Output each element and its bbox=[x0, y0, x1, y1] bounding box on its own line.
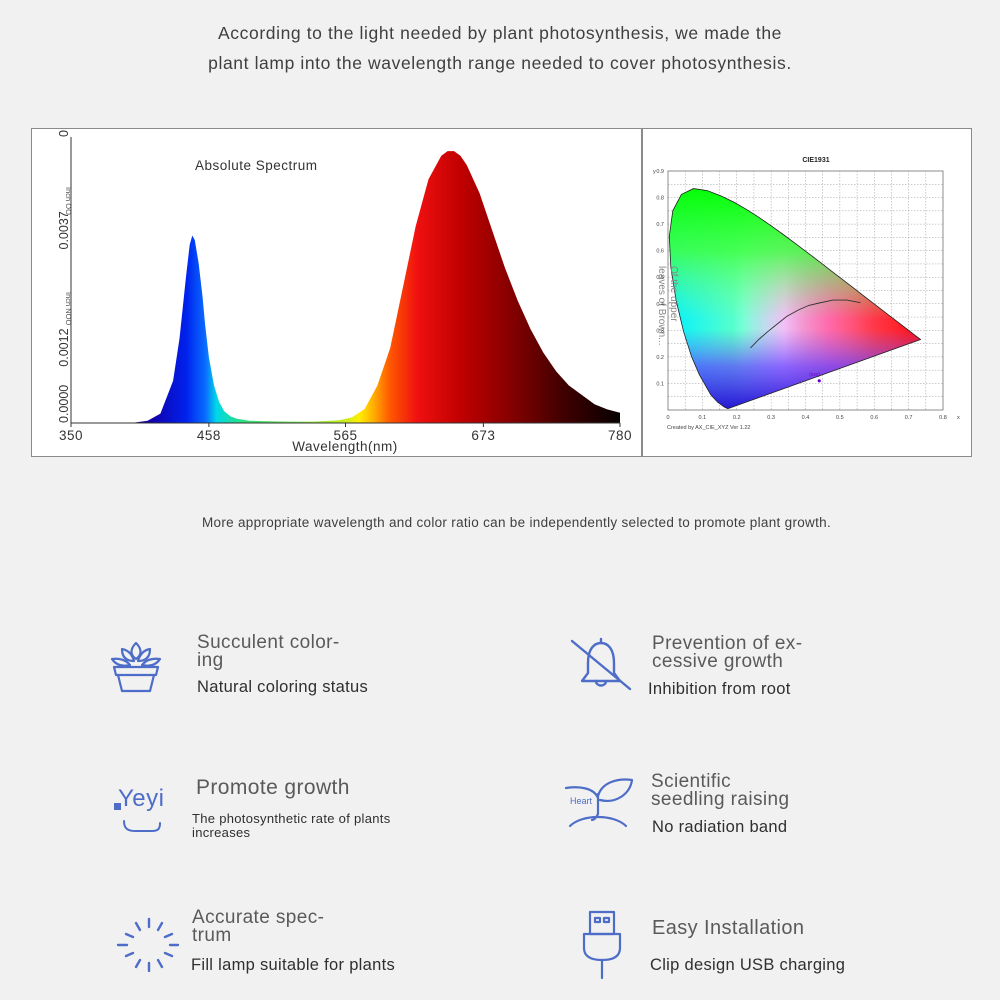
absolute-spectrum-chart: 350 458 565 673 780 0.0000 0.0012 0.0037 0.0061 I… bbox=[31, 99, 642, 457]
x-tick-label: 0.5 bbox=[836, 415, 844, 421]
feature-title: Succulent color- ing bbox=[197, 632, 340, 671]
feature-description: Inhibition from root bbox=[648, 680, 791, 698]
feature-title: Scientific seedling raising bbox=[651, 771, 790, 810]
chromaticity-gamut bbox=[669, 188, 921, 409]
x-tick-label: 0.8 bbox=[939, 415, 947, 421]
loading-spinner-icon bbox=[114, 916, 184, 977]
y-tick-label: 0.0037 bbox=[57, 211, 71, 249]
x-tick-label: 0 bbox=[666, 415, 669, 421]
intro-line-1: According to the light needed by plant p… bbox=[218, 23, 782, 43]
y-axis-annotation: Inch NOO bbox=[64, 292, 73, 326]
feature-scientific-seedling: Heart Scientific seedling raising No rad… bbox=[562, 772, 942, 842]
x-tick-label: 565 bbox=[333, 428, 357, 443]
y-tick-label: 0.4 bbox=[656, 302, 664, 308]
x-tick-label: 0.2 bbox=[733, 415, 741, 421]
chart-footer: Created by AX_CIE_XYZ Ver 1.22 bbox=[667, 425, 750, 431]
feature-description: Fill lamp suitable for plants bbox=[191, 956, 396, 974]
x-tick-label: 0.4 bbox=[802, 415, 810, 421]
feature-prevention-excessive-growth: Prevention of ex- cessive growth Inhibit… bbox=[568, 632, 948, 707]
y-tick-label: 0.3 bbox=[656, 328, 664, 334]
feature-accurate-spectrum: Accurate spec- trum Fill lamp suitable f… bbox=[108, 906, 468, 981]
x-tick-label: 350 bbox=[59, 428, 83, 443]
feature-title: Easy Installation bbox=[652, 917, 805, 939]
feature-description: No radiation band bbox=[652, 818, 788, 836]
measured-point-label: (xxx) bbox=[809, 372, 820, 378]
overlay-text: leaves of Brown... bbox=[656, 266, 667, 345]
x-tick-label: 780 bbox=[608, 428, 632, 443]
sub-caption: More appropriate wavelength and color ra… bbox=[201, 515, 832, 530]
brand-logo-text: Yeyi bbox=[118, 785, 165, 812]
y-tick-label: 0.9 bbox=[656, 169, 664, 175]
y-tick-label: 0.0012 bbox=[57, 328, 71, 366]
x-axis-title: Wavelength(nm) bbox=[292, 439, 398, 454]
feature-description: Natural coloring status bbox=[197, 678, 369, 696]
bell-off-icon bbox=[568, 635, 634, 698]
y-tick-label: 0.2 bbox=[656, 355, 664, 361]
feature-easy-installation: Easy Installation Clip design USB chargi… bbox=[570, 906, 950, 986]
feature-description: Clip design USB charging bbox=[650, 956, 846, 974]
x-tick-label: 0.7 bbox=[905, 415, 913, 421]
x-tick-label: 0.6 bbox=[870, 415, 878, 421]
feature-promote-growth: Yeyi Promote growth The photosynthetic r… bbox=[108, 775, 468, 845]
chart-title: Absolute Spectrum bbox=[195, 158, 318, 173]
cie1931-chart: (xxx) Of the upper leaves of Brown... 0 0.1 0… bbox=[642, 128, 972, 457]
seedling-icon-text: Heart bbox=[570, 796, 593, 806]
usb-plug-icon bbox=[578, 908, 626, 985]
y-tick-label: 0.7 bbox=[656, 222, 664, 228]
spectral-locus bbox=[668, 188, 922, 410]
intro-line-2: plant lamp into the wavelength range nee… bbox=[208, 53, 792, 73]
feature-title: Prevention of ex- cessive growth bbox=[652, 633, 803, 672]
feature-title: Promote growth bbox=[196, 776, 350, 799]
y-tick-label: 0.8 bbox=[656, 196, 664, 202]
y-tick-label: 0.6 bbox=[656, 249, 664, 255]
x-tick-label: 673 bbox=[471, 428, 495, 443]
y-tick-label: 0.1 bbox=[656, 381, 664, 387]
overlay-text: Of the upper bbox=[668, 266, 679, 322]
y-axis-annotation: Inch OO bbox=[64, 187, 73, 215]
plot-frame bbox=[667, 170, 944, 411]
spectrum-svg: 350 458 565 673 780 0.0000 0.0012 0.0037 0.0061 I… bbox=[57, 99, 632, 454]
y-tick-label: 0.5 bbox=[656, 275, 664, 281]
x-tick-label: 458 bbox=[197, 428, 221, 443]
feature-title: Accurate spec- trum bbox=[192, 907, 325, 946]
y-axis-title: y bbox=[653, 169, 656, 175]
y-tick-label: 0.0000 bbox=[57, 385, 71, 423]
x-axis-title: x bbox=[957, 415, 960, 421]
brand-logo-icon: Yeyi bbox=[108, 779, 198, 835]
chart-title: CIE1931 bbox=[802, 157, 829, 164]
feature-succulent-coloring: Succulent color- ing Natural coloring st… bbox=[108, 632, 468, 702]
planckian-locus bbox=[750, 299, 861, 349]
succulent-icon bbox=[108, 637, 164, 698]
x-tick-label: 0.3 bbox=[767, 415, 775, 421]
gamut-blue-gradient bbox=[669, 188, 921, 409]
seedling-icon: Heart bbox=[562, 774, 638, 839]
y-tick-label: 0.0061 bbox=[57, 129, 71, 137]
measured-point bbox=[817, 379, 821, 383]
feature-description: The photosynthetic rate of plants increa… bbox=[192, 811, 391, 840]
spectrum-area bbox=[109, 151, 621, 423]
intro-text: According to the light needed by plant p… bbox=[0, 18, 1000, 78]
x-tick-label: 0.1 bbox=[699, 415, 707, 421]
